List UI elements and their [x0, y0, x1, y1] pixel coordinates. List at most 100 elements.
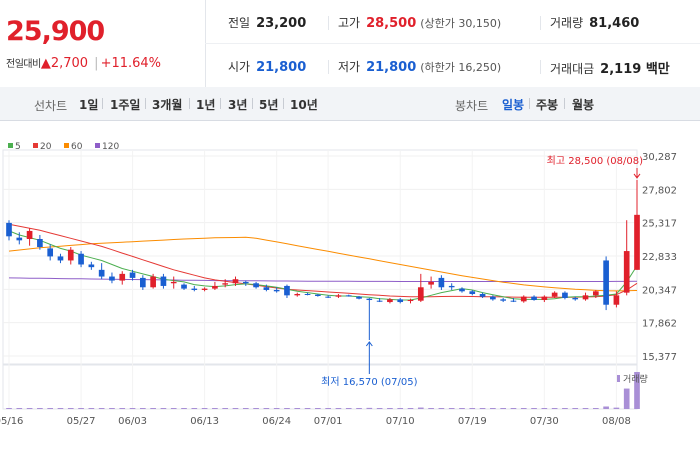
divider: [328, 60, 329, 74]
candle-body: [531, 296, 537, 301]
volume-bar: [325, 408, 331, 409]
legend-swatch-20: [33, 143, 38, 148]
volume-bar: [263, 408, 270, 409]
tab-period-1y[interactable]: 1년: [196, 98, 216, 112]
candle-body: [325, 296, 331, 298]
candle-body: [335, 295, 342, 297]
tab-divider: [145, 98, 146, 109]
candle-body: [150, 276, 156, 288]
candle-body: [129, 272, 136, 278]
candle-body: [572, 298, 579, 300]
volume-bar: [572, 408, 579, 409]
volume-bar: [459, 408, 465, 409]
y-tick-label: 20,347: [642, 285, 677, 296]
y-tick-label: 25,317: [642, 219, 677, 230]
volume-bar: [37, 408, 43, 409]
volume-bar: [6, 408, 12, 409]
tab-period-10y[interactable]: 10년: [290, 98, 318, 112]
candle-body: [253, 283, 259, 288]
change-value: 2,700: [50, 56, 89, 71]
high-annotation-arrowhead: [633, 173, 641, 179]
volume-bar: [407, 408, 414, 409]
candle-body: [387, 299, 393, 303]
tab-divider: [220, 98, 221, 109]
high-label: 고가: [338, 16, 361, 30]
candle-chart-label: 봉차트: [455, 99, 489, 113]
candle-body: [201, 288, 208, 290]
candle-body: [119, 273, 126, 281]
volume-bar: [356, 408, 362, 409]
candle-body: [479, 293, 486, 297]
volume-cell: 거래량 81,460: [550, 14, 639, 31]
volume-bar: [417, 407, 424, 409]
tab-divider: [564, 98, 565, 109]
candle-body: [407, 300, 414, 302]
candle-body: [98, 269, 105, 277]
volume-bar: [273, 408, 280, 409]
volume-bar: [397, 408, 404, 409]
tab-weekly[interactable]: 주봉: [536, 98, 559, 112]
x-tick-label: 07/30: [530, 416, 559, 427]
volume-bar: [428, 408, 434, 409]
volume-bar: [490, 408, 496, 409]
x-tick-label: 08/08: [602, 416, 631, 427]
amount-label: 거래대금: [550, 62, 595, 76]
volume-bar: [242, 408, 249, 409]
chart-tab-bar: 선차트 1일 1주일 3개월 1년 3년 5년 10년 봉차트 일봉 주봉 월봉: [0, 87, 700, 121]
tab-monthly[interactable]: 월봉: [572, 98, 595, 112]
low-annotation: 최저 16,570 (07/05): [321, 376, 417, 388]
y-tick-label: 15,377: [642, 352, 677, 363]
volume-bar: [582, 408, 589, 409]
volume-bar: [603, 406, 609, 409]
volume-bar: [479, 408, 486, 409]
candle-body: [109, 276, 115, 281]
tab-divider: [189, 98, 190, 109]
open-label: 시가: [228, 60, 251, 74]
change-label: 전일대비: [6, 59, 41, 70]
volume-bar: [438, 408, 445, 409]
tab-period-3y[interactable]: 3년: [228, 98, 248, 112]
tab-divider: [283, 98, 284, 109]
legend-label-20: 20: [40, 142, 52, 152]
low-value: 21,800: [366, 60, 417, 75]
change-percent: +11.64%: [100, 56, 162, 71]
candle-body: [284, 285, 290, 296]
volume-bar: [140, 408, 146, 409]
volume-bar: [170, 408, 177, 409]
candle-body: [551, 292, 558, 297]
low-cell: 저가 21,800 (하한가 16,250): [338, 58, 501, 75]
volume-bar: [119, 408, 126, 409]
candle-body: [490, 296, 496, 300]
y-tick-label: 30,287: [642, 152, 677, 163]
tab-period-1w[interactable]: 1주일: [110, 98, 141, 112]
volume-bar: [376, 408, 383, 409]
price-change: 전일대비▲2,700 | +11.64%: [6, 55, 161, 71]
tab-period-1d[interactable]: 1일: [79, 98, 99, 112]
current-price: 25,900: [6, 16, 105, 47]
tab-period-3m[interactable]: 3개월: [152, 98, 183, 112]
volume-bar: [366, 407, 373, 409]
volume-bar: [500, 408, 506, 409]
open-value: 21,800: [256, 60, 307, 75]
tab-daily[interactable]: 일봉: [502, 98, 525, 112]
volume-bar: [160, 408, 167, 409]
candle-body: [273, 289, 280, 292]
candle-body: [562, 292, 568, 299]
volume-bar: [67, 408, 74, 409]
change-separator: |: [94, 56, 99, 71]
tab-period-5y[interactable]: 5년: [259, 98, 279, 112]
candle-body: [459, 288, 465, 292]
candle-body: [88, 264, 95, 268]
candle-body: [356, 296, 362, 299]
line-chart-label: 선차트: [34, 99, 68, 113]
open-cell: 시가 21,800: [228, 58, 306, 75]
stock-chart[interactable]: 5 20 60 120 30,287 27,802 25,317 22,833 20,347 17…: [0, 120, 700, 450]
volume-bar: [88, 408, 95, 409]
volume-bar: [623, 388, 630, 409]
x-tick-label: 07/01: [314, 416, 343, 427]
divider: [540, 60, 541, 74]
candle-body: [232, 279, 239, 284]
amount-cell: 거래대금 2,119 백만: [550, 58, 670, 77]
candle-body: [603, 260, 609, 305]
high-annotation: 최고 28,500 (08/08): [547, 155, 643, 167]
